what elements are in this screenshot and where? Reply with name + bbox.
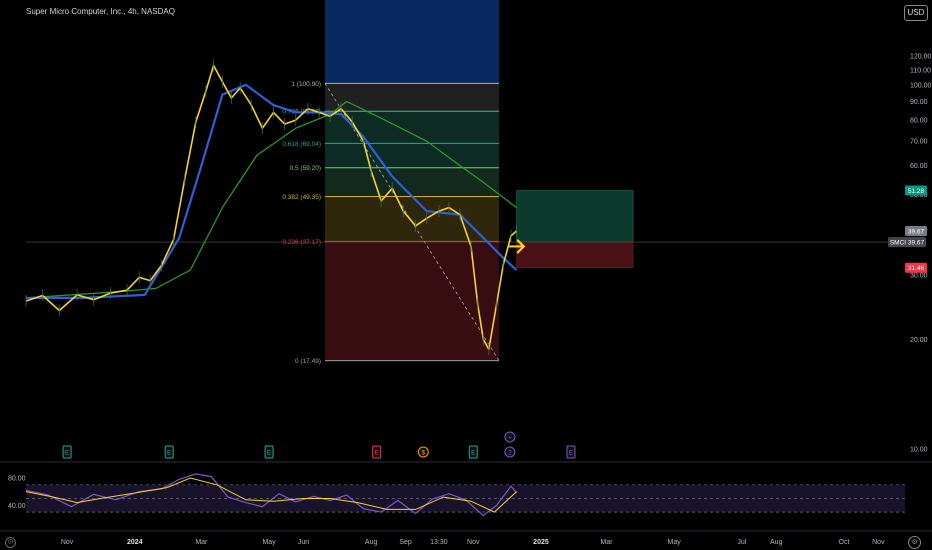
event-marker-label: + (508, 435, 512, 442)
x-tick-label: 2024 (127, 539, 143, 546)
symbol-title: Super Micro Computer, Inc., 4h, NASDAQ (26, 7, 175, 16)
x-tick-label: 2025 (533, 539, 549, 546)
fib-level-label: 1 (100.90) (291, 81, 321, 88)
price-line (25, 64, 518, 350)
event-marker-label: E (167, 450, 172, 457)
x-tick-label: Aug (365, 539, 378, 546)
rsi-y-tick-label: 80.00 (8, 476, 26, 483)
price-label: SMCI 39.67 (890, 240, 925, 247)
x-tick-label: Mar (195, 539, 208, 546)
price-label: 31.46 (908, 265, 925, 272)
price-label-bg (905, 262, 927, 273)
event-marker (417, 446, 429, 458)
price-label: 39.67 (908, 229, 925, 236)
fib-band (325, 83, 499, 112)
fib-band (325, 111, 499, 144)
fib-level-label: 0.5 (59.20) (290, 165, 321, 172)
event-marker (468, 445, 478, 459)
annotation-arrow (508, 239, 526, 254)
event-marker (504, 446, 516, 458)
price-label-bg (905, 185, 927, 196)
x-tick-label: Jul (737, 539, 746, 546)
fib-top-band (325, 0, 499, 84)
x-tick-label: Aug (770, 539, 783, 546)
x-tick-label: Mar (600, 539, 613, 546)
x-tick-label: May (262, 539, 276, 546)
x-tick-label: Jun (298, 539, 309, 546)
currency-button[interactable]: USD (904, 5, 928, 21)
x-tick-label: 13:30 (430, 539, 448, 546)
event-marker (372, 445, 382, 459)
event-marker-label: E (471, 450, 476, 457)
fib-band (325, 241, 499, 361)
fib-level-label: 0.382 (49.35) (282, 194, 321, 201)
event-marker (566, 445, 576, 459)
event-marker-label: E (267, 450, 272, 457)
y-tick-label: 20.00 (910, 337, 928, 344)
y-tick-label: 30.00 (910, 273, 928, 280)
x-tick-label: Nov (467, 539, 480, 546)
x-tick-label: Nov (872, 539, 885, 546)
y-tick-label: 70.00 (910, 139, 928, 146)
fib-level-label: 0 (17.49) (295, 358, 321, 365)
y-tick-label: 120.00 (910, 54, 932, 61)
x-tick-label: Oct (839, 539, 850, 546)
x-tick-label: Nov (61, 539, 74, 546)
x-tick-label: May (668, 539, 682, 546)
clock-icon[interactable]: ◷ (5, 537, 16, 548)
fib-band (325, 196, 499, 242)
moving-average-slow-line (25, 100, 517, 299)
y-tick-label: 110.00 (910, 67, 931, 74)
event-marker-label: E (569, 450, 574, 457)
event-marker (62, 445, 72, 459)
gear-icon[interactable]: ⚙ (908, 536, 921, 549)
rsi-line (25, 473, 518, 517)
y-tick-label: 80.00 (910, 118, 928, 125)
stop-zone (516, 241, 634, 269)
y-tick-label: 10.00 (910, 447, 928, 454)
price-label-bg (888, 237, 926, 248)
rsi-y-tick-label: 40.00 (8, 503, 26, 510)
event-marker-label: E (65, 450, 70, 457)
y-tick-label: 90.00 (910, 99, 928, 106)
price-label-bg (905, 226, 927, 237)
price-label: 51.28 (908, 188, 925, 195)
event-marker (264, 445, 274, 459)
event-marker-label: E (375, 450, 380, 457)
y-tick-label: 100.00 (910, 82, 932, 89)
event-marker-label: $ (422, 450, 426, 457)
y-tick-label: 60.00 (910, 163, 928, 170)
fib-band (325, 167, 499, 197)
fib-band (325, 143, 499, 168)
moving-average-fast-line (26, 83, 518, 299)
event-marker-label: 2 (508, 450, 512, 457)
event-marker (504, 431, 516, 443)
event-marker (164, 445, 174, 459)
rsi-signal-line (25, 477, 517, 513)
target-zone (516, 190, 634, 242)
fib-level-label: 0.618 (69.04) (282, 141, 321, 148)
x-tick-label: Sep (399, 539, 412, 546)
